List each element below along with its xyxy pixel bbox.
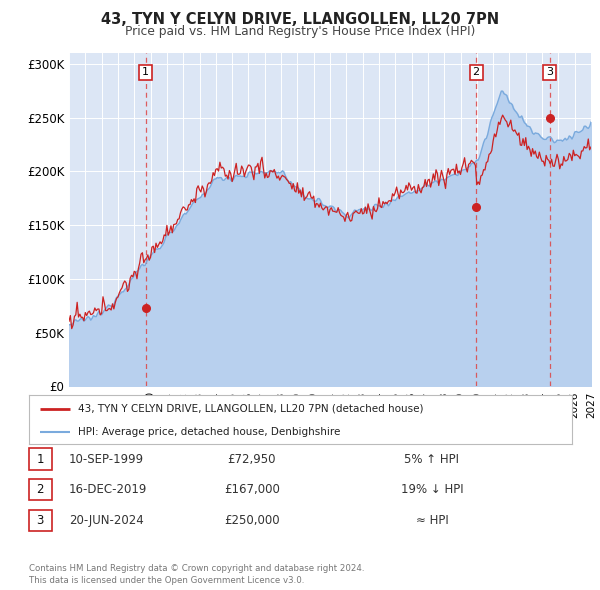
Text: 3: 3 — [546, 67, 553, 77]
Text: HPI: Average price, detached house, Denbighshire: HPI: Average price, detached house, Denb… — [77, 427, 340, 437]
Text: 5% ↑ HPI: 5% ↑ HPI — [404, 453, 460, 466]
Text: 19% ↓ HPI: 19% ↓ HPI — [401, 483, 463, 496]
Text: 3: 3 — [37, 514, 44, 527]
Text: 10-SEP-1999: 10-SEP-1999 — [69, 453, 144, 466]
Text: £167,000: £167,000 — [224, 483, 280, 496]
Text: 2: 2 — [473, 67, 480, 77]
Text: 43, TYN Y CELYN DRIVE, LLANGOLLEN, LL20 7PN: 43, TYN Y CELYN DRIVE, LLANGOLLEN, LL20 … — [101, 12, 499, 27]
Text: Contains HM Land Registry data © Crown copyright and database right 2024.
This d: Contains HM Land Registry data © Crown c… — [29, 565, 364, 585]
Text: 2: 2 — [37, 483, 44, 496]
Text: Price paid vs. HM Land Registry's House Price Index (HPI): Price paid vs. HM Land Registry's House … — [125, 25, 475, 38]
Text: ≈ HPI: ≈ HPI — [416, 514, 448, 527]
Text: 1: 1 — [37, 453, 44, 466]
Text: £250,000: £250,000 — [224, 514, 280, 527]
Text: 43, TYN Y CELYN DRIVE, LLANGOLLEN, LL20 7PN (detached house): 43, TYN Y CELYN DRIVE, LLANGOLLEN, LL20 … — [77, 404, 423, 414]
Text: 1: 1 — [142, 67, 149, 77]
Text: £72,950: £72,950 — [228, 453, 276, 466]
Text: 20-JUN-2024: 20-JUN-2024 — [69, 514, 144, 527]
Text: 16-DEC-2019: 16-DEC-2019 — [69, 483, 148, 496]
